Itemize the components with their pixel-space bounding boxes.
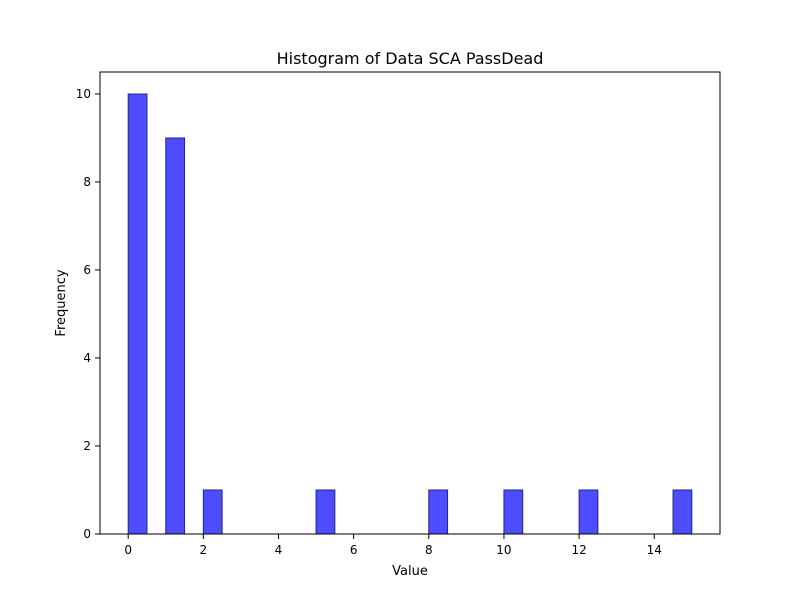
histogram-bar-5 [503,489,524,535]
y-tick-label-4: 8 [83,175,91,189]
x-tick-label-5: 10 [496,543,511,557]
bars-layer [127,93,693,535]
x-tick-label-0: 0 [124,543,132,557]
histogram-bar-6 [578,489,599,535]
chart-title: Histogram of Data SCA PassDead [277,49,544,68]
histogram-bar-4 [428,489,449,535]
plot-background [100,72,720,534]
y-axis-label: Frequency [54,269,69,336]
y-tick-label-3: 6 [83,263,91,277]
histogram-bar-7 [672,489,693,535]
plot-area [99,71,721,535]
y-tick-label-2: 4 [83,351,91,365]
y-tick-label-1: 2 [83,439,91,453]
x-tick-label-7: 14 [647,543,662,557]
histogram-bar-3 [315,489,336,535]
histogram-bar-1 [165,137,186,535]
x-tick-label-2: 4 [275,543,283,557]
y-tick-label-0: 0 [83,527,91,541]
y-tick-label-5: 10 [76,87,91,101]
x-tick-label-6: 12 [571,543,586,557]
histogram-bar-0 [127,93,148,535]
plot-frame [99,71,721,535]
x-tick-label-4: 8 [425,543,433,557]
x-axis-label: Value [392,564,428,579]
histogram-bar-2 [202,489,223,535]
x-tick-label-3: 6 [350,543,358,557]
y-axis: 0 2 4 6 8 10 [76,87,100,541]
x-tick-label-1: 2 [200,543,208,557]
x-axis: 0 2 4 6 8 10 12 14 [124,534,662,557]
